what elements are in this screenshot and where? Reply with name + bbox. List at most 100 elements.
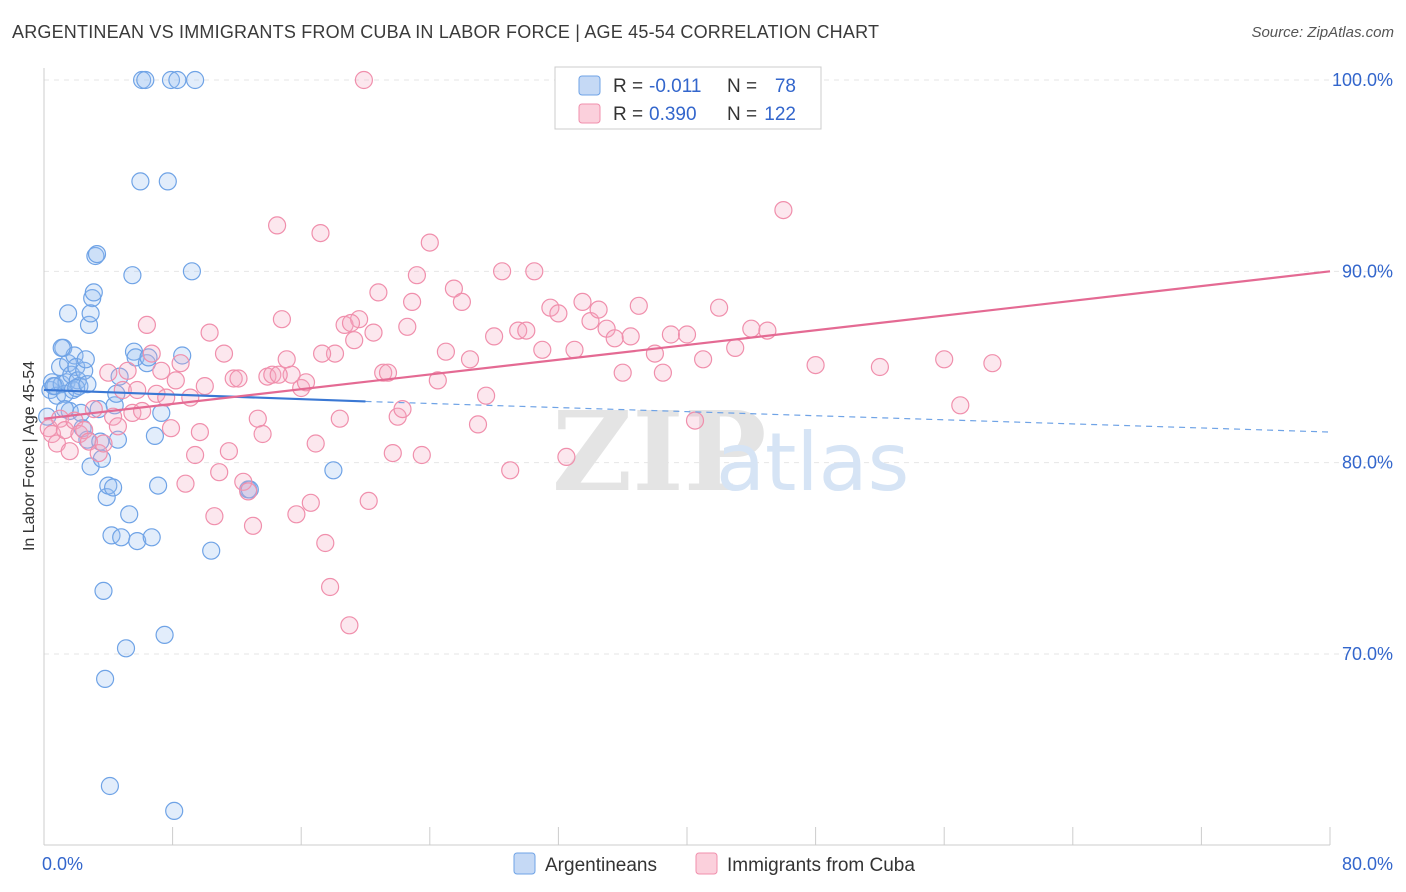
cuba-point-103 (613, 363, 632, 382)
y-tick-label-1: 80.0% (1342, 453, 1393, 473)
cuba-point-36 (210, 463, 229, 482)
cuba-point-75 (398, 317, 417, 336)
cuba-point-38 (219, 442, 238, 461)
trend-line-argentineans (43, 388, 366, 403)
cuba-point-77 (407, 266, 426, 285)
argentineans-point-26 (84, 283, 103, 302)
cuba-point-105 (629, 296, 648, 315)
cuba-point-78 (412, 445, 431, 465)
cuba-point-70 (374, 363, 393, 382)
cuba-point-84 (460, 350, 480, 369)
cuba-point-29 (176, 474, 195, 493)
argentineans-point-31 (92, 449, 112, 468)
argentineans-point-43 (112, 528, 131, 547)
argentineans-point-38 (103, 478, 123, 497)
cuba-point-10 (84, 400, 103, 419)
cuba-point-64 (345, 331, 364, 350)
cuba-point-121 (951, 396, 970, 415)
cuba-point-119 (870, 357, 890, 377)
cuba-point-21 (137, 315, 156, 334)
series-argentineans (38, 70, 343, 821)
cuba-point-114 (742, 319, 761, 338)
bottom-legend-label-cuba: Immigrants from Cuba (727, 855, 915, 876)
cuba-point-26 (161, 419, 181, 438)
cuba-point-31 (186, 445, 205, 465)
legend-r-label-2: R = (613, 104, 643, 125)
argentineans-point-34 (97, 488, 116, 507)
argentineans-point-59 (155, 625, 174, 645)
cuba-point-118 (806, 356, 825, 375)
cuba-point-116 (774, 201, 793, 220)
y-axis-title: In Labor Force | Age 45-54 (21, 361, 38, 551)
cuba-point-92 (525, 262, 544, 281)
cuba-point-104 (621, 327, 640, 346)
legend-swatch-cuba (578, 103, 601, 124)
legend-n-label-2: N = (727, 104, 757, 125)
cuba-point-39 (224, 369, 243, 388)
argentineans-point-74 (58, 304, 78, 323)
cuba-point-43 (243, 516, 263, 535)
argentineans-point-36 (100, 776, 120, 796)
argentineans-point-44 (116, 639, 136, 658)
y-tick-label-0: 70.0% (1342, 644, 1393, 664)
cuba-point-91 (517, 321, 536, 340)
argentineans-point-23 (79, 315, 99, 334)
cuba-point-96 (557, 447, 576, 466)
argentineans-point-61 (161, 70, 181, 90)
cuba-point-102 (605, 329, 624, 348)
cuba-point-85 (468, 415, 488, 434)
legend-r-value-2: 0.390 (649, 104, 697, 125)
cuba-point-59 (321, 577, 340, 597)
cuba-point-111 (693, 350, 713, 369)
cuba-point-8 (75, 421, 94, 440)
argentineans-point-67 (202, 541, 221, 560)
cuba-point-49 (272, 310, 291, 329)
argentineans-point-33 (95, 669, 115, 689)
bottom-legend: Argentineans Immigrants from Cuba (513, 852, 915, 876)
cuba-point-44 (248, 409, 267, 428)
argentineans-point-76 (44, 377, 63, 396)
cuba-point-13 (99, 363, 118, 382)
argentineans-point-62 (165, 801, 184, 821)
cuba-point-40 (229, 369, 248, 388)
argentineans-point-56 (145, 426, 164, 445)
cuba-point-56 (306, 434, 325, 453)
cuba-point-86 (477, 386, 496, 405)
argentineans-point-64 (173, 346, 192, 365)
cuba-point-16 (113, 380, 132, 400)
cuba-point-69 (369, 283, 388, 302)
series-layer (38, 70, 1002, 821)
watermark-atlas: atlas (716, 416, 909, 509)
cuba-point-17 (118, 361, 137, 380)
cuba-point-82 (444, 279, 463, 298)
legend-r-label-1: R = (613, 76, 643, 97)
cuba-point-100 (589, 300, 608, 319)
y-tick-label-3: 100.0% (1332, 70, 1393, 90)
cuba-point-107 (653, 363, 673, 382)
cuba-point-72 (383, 444, 402, 463)
series-cuba (39, 70, 1002, 635)
cuba-point-28 (171, 354, 190, 373)
argentineans-point-63 (168, 70, 187, 90)
cuba-point-87 (485, 327, 504, 346)
argentineans-point-52 (136, 70, 155, 90)
cuba-point-19 (128, 380, 147, 400)
argentineans-point-49 (128, 531, 147, 551)
cuba-point-54 (296, 373, 316, 392)
cuba-point-41 (234, 472, 253, 491)
cuba-point-79 (420, 233, 439, 252)
argentineans-point-45 (120, 505, 139, 524)
cuba-point-97 (565, 340, 584, 359)
cuba-point-88 (493, 262, 512, 281)
legend-n-value-2: 122 (764, 104, 796, 125)
argentineans-point-71 (52, 338, 71, 357)
x-tick-label-0: 0.0% (42, 854, 83, 874)
y-tick-label-2: 90.0% (1342, 261, 1393, 281)
cuba-point-110 (685, 411, 705, 430)
cuba-point-93 (533, 340, 552, 359)
cuba-point-83 (452, 292, 471, 311)
cuba-point-61 (330, 409, 349, 428)
cuba-point-33 (195, 377, 214, 396)
cuba-point-89 (501, 461, 520, 480)
